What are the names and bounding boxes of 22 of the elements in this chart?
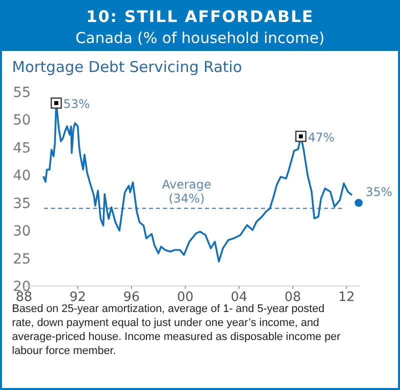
data-label: 35% [366,184,392,199]
x-tick-label: 08 [284,290,302,305]
data-label: 47% [308,130,335,144]
x-tick-label: 96 [123,290,140,305]
y-tick-label: 50 [13,112,31,129]
y-tick-label: 45 [13,140,31,156]
y-tick-label: 35 [13,196,31,212]
text: Based on 25-year amortization, average of 1- and 5-year posted rate, down payment equal to just under one year’s income, and average-priced house. Income measured as disposable income per labour force member. [12,303,341,357]
y-tick-label: 30 [13,224,31,240]
chart-title: 10: STILL AFFORDABLE [86,7,314,26]
ref-line-label: Average (34%) [162,177,212,206]
x-tick-label: 00 [177,290,194,305]
y-tick-label: 25 [13,251,31,268]
x-tick-label: 92 [69,290,86,305]
y-tick-label: 40 [13,168,31,184]
y-axis-title: Mortgage Debt Servicing Ratio [12,58,242,76]
point [354,198,363,207]
x-tick-label: 04 [230,290,248,305]
chart-subtitle: Canada (% of household income) [75,29,325,47]
x-tick-label: 12 [338,290,355,305]
data-label: 53% [63,97,90,112]
y-tick-label: 55 [13,85,31,101]
